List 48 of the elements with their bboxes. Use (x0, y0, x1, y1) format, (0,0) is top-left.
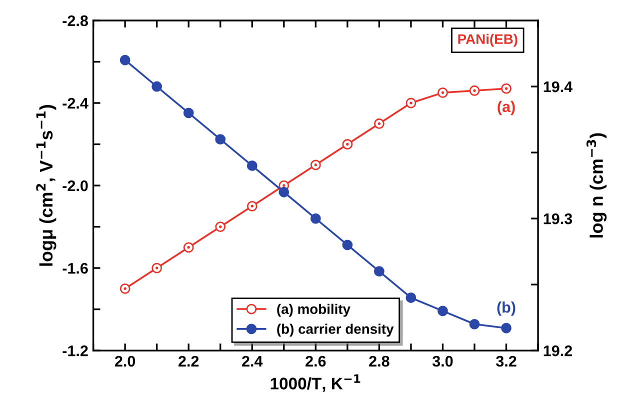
point (152, 81, 162, 92)
point (152, 262, 162, 274)
x-tick-label: 2.6 (306, 356, 326, 367)
point (501, 83, 512, 94)
x-tick-label: 2.2 (178, 356, 199, 366)
point (310, 213, 321, 224)
legend-label: (b) carrier density (277, 324, 394, 337)
x-tick-label: 2.4 (242, 356, 263, 366)
point (215, 222, 226, 232)
x-tick-label: 2.0 (114, 356, 136, 367)
point (406, 98, 416, 108)
point (183, 242, 194, 253)
annotation: (a) (498, 100, 515, 116)
point (246, 200, 258, 212)
point (342, 240, 353, 250)
annotation: (b) (497, 302, 516, 316)
point (501, 322, 512, 334)
y-tick-label: -2.8 (62, 15, 88, 26)
annotation: PANi(EB) (458, 34, 518, 47)
point (310, 160, 321, 170)
y2-axis-title: log n (cm$^{−3}$) (586, 133, 607, 238)
point (374, 118, 384, 129)
x-axis-title: 1000/T, K$^{−1}$ (270, 374, 360, 392)
point (342, 139, 353, 150)
y-tick-label: -2.4 (62, 98, 88, 109)
point (246, 160, 258, 171)
point (183, 108, 194, 118)
point (438, 306, 448, 316)
point (278, 186, 290, 198)
y2-tick-label: 19.3 (544, 213, 572, 224)
point (469, 318, 480, 330)
point (215, 134, 226, 145)
x-tick-label: 2.8 (369, 356, 390, 367)
y-tick-label: -1.2 (62, 345, 88, 356)
point (438, 87, 448, 98)
point (120, 283, 130, 294)
y2-tick-label: 19.2 (544, 345, 572, 356)
y-axis-title: logμ (cm$^{2}$, V$^{−1}$s$^{−1}$) (36, 105, 56, 266)
y-tick-label: -2.0 (62, 180, 88, 192)
y-tick-label: -1.6 (62, 262, 88, 274)
point (406, 292, 416, 303)
x-tick-label: 3.0 (432, 356, 453, 367)
point (374, 266, 384, 277)
y2-tick-label: 19.4 (544, 81, 573, 92)
point (469, 85, 480, 96)
point (120, 54, 130, 66)
x-tick-label: 3.2 (496, 356, 516, 367)
legend-label: (a) mobility (277, 304, 350, 317)
